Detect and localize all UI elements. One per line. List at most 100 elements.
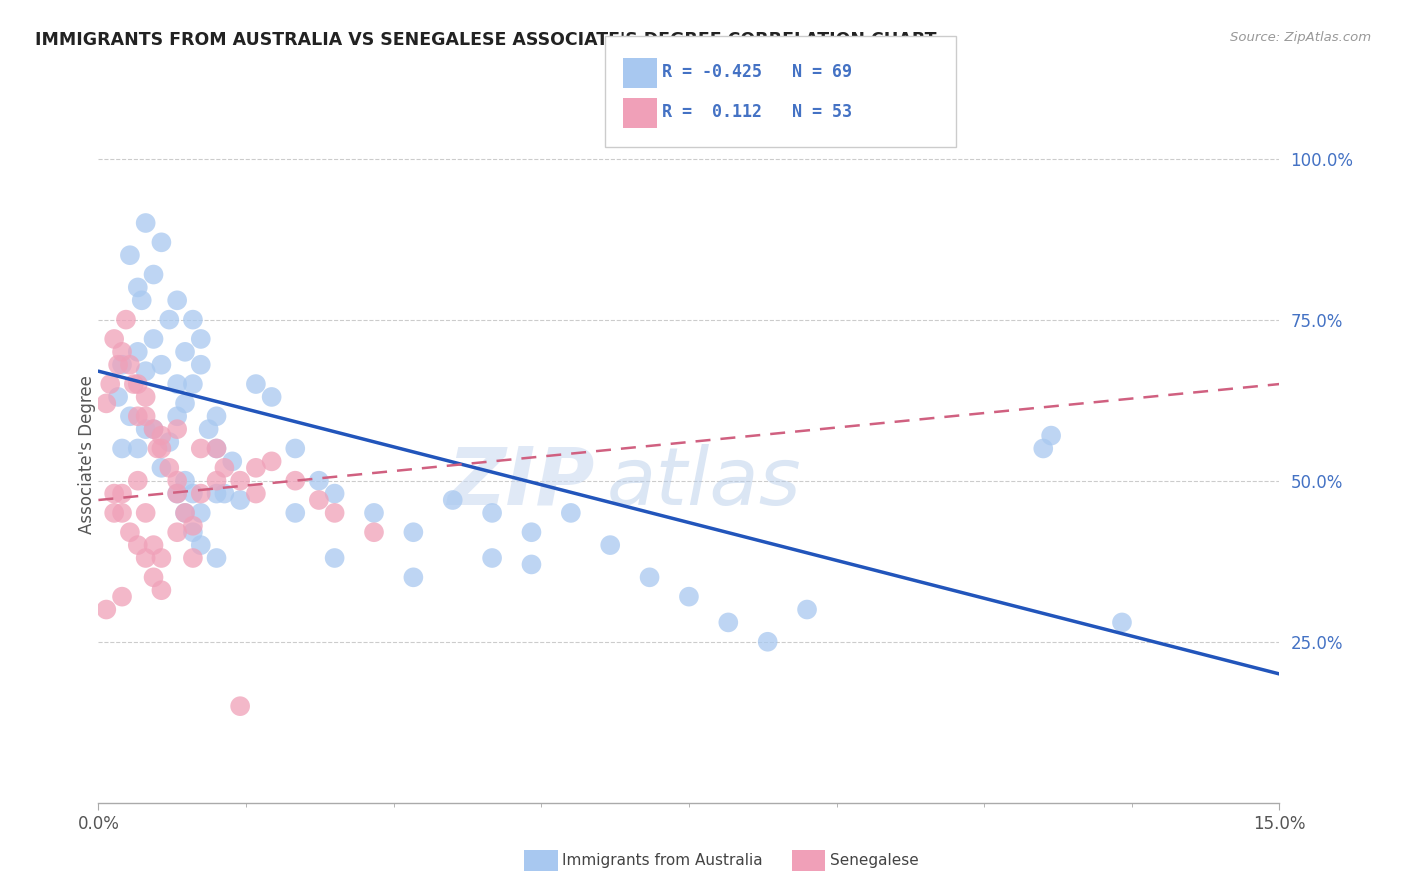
Point (205, 474, 228, 488)
Point (135, 409, 157, 424)
Point (205, 486, 228, 500)
Point (1040, 428, 1063, 442)
Point (214, 460, 236, 475)
Point (118, 248, 141, 262)
Point (174, 344, 197, 359)
Point (678, 590, 700, 604)
Point (756, 634, 779, 648)
Point (166, 525, 188, 540)
Point (127, 409, 149, 424)
Point (181, 377, 204, 392)
Point (135, 506, 157, 520)
Point (174, 396, 197, 410)
Point (520, 558, 543, 572)
Point (142, 422, 165, 436)
Point (107, 390, 129, 404)
Point (111, 590, 134, 604)
Point (135, 216, 157, 230)
Point (181, 518, 204, 533)
Point (135, 364, 157, 378)
Point (190, 332, 212, 346)
Point (127, 280, 149, 294)
Point (229, 474, 252, 488)
Point (323, 551, 346, 566)
Point (166, 486, 188, 500)
Point (135, 422, 157, 436)
Point (135, 390, 157, 404)
Point (205, 442, 228, 456)
Point (181, 551, 204, 566)
Point (142, 268, 165, 282)
Y-axis label: Associate's Degree: Associate's Degree (79, 376, 96, 534)
Point (190, 358, 212, 372)
Point (205, 409, 228, 424)
Point (118, 409, 141, 424)
Point (481, 506, 503, 520)
Point (190, 506, 212, 520)
Point (520, 525, 543, 540)
Point (111, 486, 134, 500)
Point (111, 506, 134, 520)
Point (284, 474, 307, 488)
Point (107, 358, 129, 372)
Text: Senegalese: Senegalese (830, 854, 918, 868)
Point (245, 460, 267, 475)
Text: R = -0.425   N = 69: R = -0.425 N = 69 (662, 63, 852, 81)
Point (118, 525, 141, 540)
Point (190, 486, 212, 500)
Point (717, 615, 740, 630)
Point (323, 506, 346, 520)
Point (135, 551, 157, 566)
Point (146, 442, 169, 456)
Point (245, 377, 267, 392)
Point (441, 493, 464, 508)
Point (181, 312, 204, 326)
Text: ZIP: ZIP (447, 443, 595, 522)
Point (150, 442, 173, 456)
Point (174, 506, 197, 520)
Point (402, 525, 425, 540)
Text: Source: ZipAtlas.com: Source: ZipAtlas.com (1230, 31, 1371, 45)
Point (599, 538, 621, 552)
Point (214, 486, 236, 500)
Point (323, 486, 346, 500)
Point (166, 293, 188, 308)
Point (245, 486, 267, 500)
Point (150, 358, 173, 372)
Point (363, 525, 385, 540)
Point (363, 506, 385, 520)
Point (229, 493, 252, 508)
Point (118, 358, 141, 372)
Point (103, 486, 125, 500)
Point (197, 422, 219, 436)
Point (284, 506, 307, 520)
Point (96, 396, 118, 410)
Point (190, 442, 212, 456)
Point (111, 344, 134, 359)
Text: atlas: atlas (606, 443, 801, 522)
Point (166, 409, 188, 424)
Point (560, 506, 582, 520)
Point (157, 460, 180, 475)
Point (284, 442, 307, 456)
Point (150, 583, 173, 598)
Point (103, 506, 125, 520)
Point (221, 454, 243, 468)
Point (205, 442, 228, 456)
Point (111, 358, 134, 372)
Point (142, 422, 165, 436)
Point (111, 442, 134, 456)
Point (308, 474, 330, 488)
Point (174, 506, 197, 520)
Point (190, 538, 212, 552)
Point (229, 699, 252, 714)
Point (205, 551, 228, 566)
Point (122, 377, 145, 392)
Point (402, 570, 425, 584)
Point (150, 460, 173, 475)
Point (166, 474, 188, 488)
Point (103, 332, 125, 346)
Point (1111, 615, 1133, 630)
Point (481, 551, 503, 566)
Point (150, 235, 173, 250)
